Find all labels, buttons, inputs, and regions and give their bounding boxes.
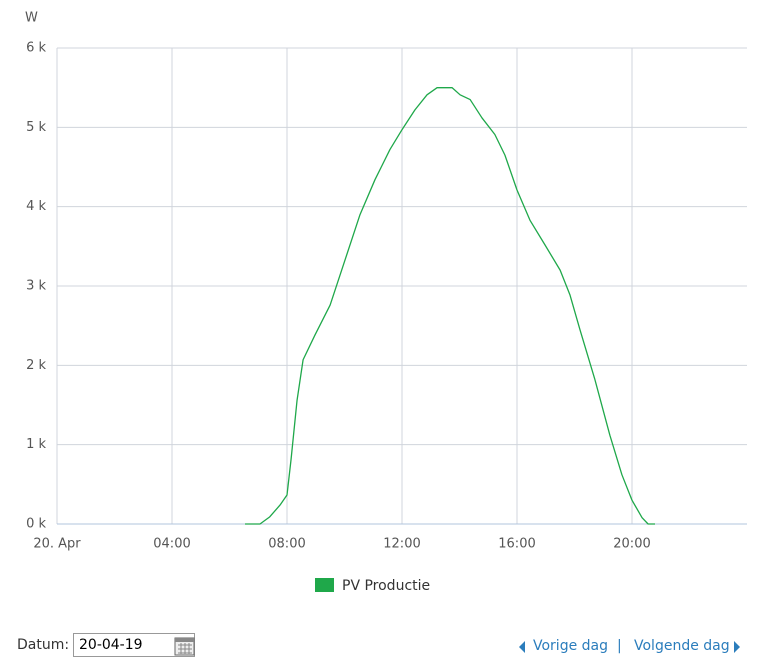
y-tick-label: 4 k — [26, 199, 46, 214]
legend-label: PV Productie — [342, 578, 430, 594]
x-tick-label: 20. Apr — [33, 537, 81, 552]
date-value: 20-04-19 — [79, 637, 143, 653]
x-tick-label: 08:00 — [268, 537, 305, 552]
y-tick-label: 0 k — [26, 517, 46, 532]
next-link[interactable]: Volgende dag — [634, 638, 730, 654]
x-tick-label: 04:00 — [153, 537, 190, 552]
y-tick-label: 2 k — [26, 358, 46, 373]
prev-arrow[interactable] — [517, 640, 527, 654]
y-tick-label: 1 k — [26, 437, 46, 452]
chart: W 0 k 1 k 2 k 3 k 4 k 5 k 6 k 20. Apr 04:00 08:00… — [25, 11, 747, 594]
x-tick-label: 12:00 — [383, 537, 420, 552]
legend-swatch — [315, 578, 334, 592]
series-line — [245, 87, 655, 525]
separator: | — [617, 638, 622, 654]
x-tick-label: 16:00 — [498, 537, 535, 552]
calendar-icon[interactable] — [174, 635, 196, 657]
y-tick-label: 5 k — [26, 120, 46, 135]
date-label: Datum: — [17, 637, 70, 653]
y-tick-label: 3 k — [26, 279, 46, 294]
y-unit: W — [25, 11, 38, 26]
x-tick-label: 20:00 — [613, 537, 650, 552]
next-arrow[interactable] — [732, 640, 742, 654]
prev-link[interactable]: Vorige dag — [533, 638, 609, 654]
y-tick-label: 6 k — [26, 41, 46, 56]
